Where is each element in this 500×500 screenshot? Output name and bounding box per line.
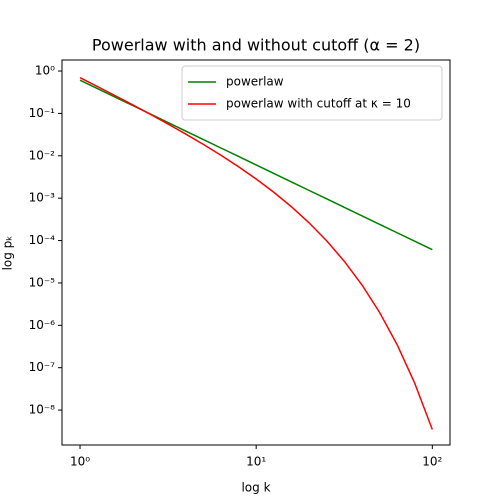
legend-box [181,65,443,121]
x-tick-label: 10⁰ [70,455,90,469]
x-axis-label: log k [241,481,270,495]
chart-title: Powerlaw with and without cutoff (α = 2) [92,36,420,55]
y-tick-label: 10⁻⁸ [29,403,56,417]
x-tick-label: 10¹ [246,455,266,469]
y-tick-label: 10⁻¹ [29,106,56,120]
y-axis-label: log pₖ [1,236,15,271]
y-tick-label: 10⁻² [29,148,56,162]
y-tick-label: 10⁰ [35,64,55,78]
y-tick-label: 10⁻⁷ [29,360,56,374]
x-tick-label: 10² [422,455,442,469]
series-line [79,77,434,430]
y-tick-label: 10⁻⁵ [29,275,56,289]
legend-label: powerlaw with cutoff at κ = 10 [226,97,411,111]
y-tick-label: 10⁻⁴ [29,233,56,247]
plot-frame [61,59,451,446]
y-tick-label: 10⁻³ [29,191,56,205]
y-tick-label: 10⁻⁶ [29,318,56,332]
legend-label: powerlaw [226,75,284,89]
